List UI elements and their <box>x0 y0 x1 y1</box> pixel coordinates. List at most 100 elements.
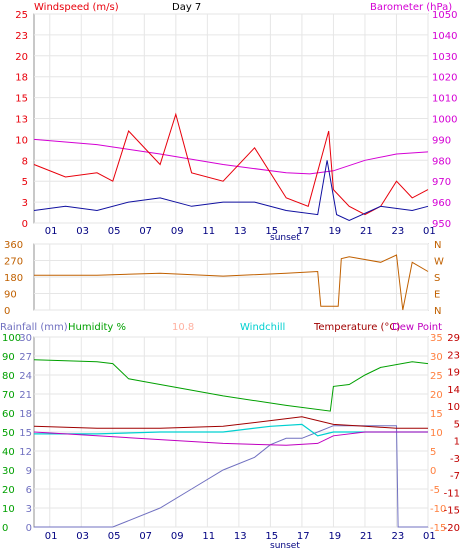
panel1-left-tick-label: 10 <box>15 135 28 146</box>
panel1-right-tick-label: 1050 <box>432 10 457 21</box>
panel3-rain-tick-label: 12 <box>19 447 32 458</box>
panel3-sunset-label: sunset <box>270 541 300 551</box>
panel3-temperature-tick-label: 20 <box>430 390 443 401</box>
panel1-left-tick-label: 0 <box>22 219 28 230</box>
panel3-humidity-ticks: 0 10 20 30 40 50 60 70 80 90 100 <box>2 333 21 534</box>
panel3-x-tick-label: 11 <box>202 531 215 542</box>
wind-direction-series <box>34 254 429 311</box>
panel1-left-tick-label: 20 <box>15 52 28 63</box>
panel3-legend-label: Temperature (°C) <box>313 322 400 333</box>
panel2-right-tick-label: N <box>434 240 441 251</box>
panel3-rain-tick-label: 30 <box>19 333 32 344</box>
panel3-rain-tick-label: 27 <box>19 352 32 363</box>
panel3-x-tick-label: 15 <box>265 531 278 542</box>
panel2-left-ticks: 360 270 180 90 0 <box>4 240 23 317</box>
panel3-humidity-tick-label: 80 <box>2 371 15 382</box>
panel3-dewpoint-ticks: -20 -15 -11 -7 -3 1 5 10 14 19 23 29 <box>444 333 460 534</box>
barometer-series <box>33 138 429 175</box>
panel2-left-tick-label: 360 <box>4 240 23 251</box>
panel3-dewpoint-tick-label: -15 <box>444 506 460 517</box>
panel3-x-tick-label: 03 <box>76 531 89 542</box>
panel1-left-tick-label: 13 <box>15 115 28 126</box>
panel1-x-tick-label: 11 <box>202 226 215 237</box>
panel3-humidity-tick-label: 70 <box>2 390 15 401</box>
panel3-rain-tick-label: 9 <box>26 466 32 477</box>
panel3-dewpoint-tick-label: 10 <box>447 402 460 413</box>
panel3-x-tick-label: 09 <box>171 531 184 542</box>
panel3-humidity-tick-label: 100 <box>2 333 21 344</box>
panel1-right-tick-label: 1040 <box>432 31 457 42</box>
panel1-left-tick-label: 25 <box>15 10 28 21</box>
panel1-sunset-label: sunset <box>270 233 300 243</box>
panel3-temperature-tick-label: 10 <box>430 428 443 439</box>
panel3-rain-tick-label: 21 <box>19 390 32 401</box>
panel3-x-tick-label: 23 <box>391 531 404 542</box>
panel3-temperature-tick-label: -10 <box>430 504 446 515</box>
panel3-x-tick-label: 13 <box>234 531 247 542</box>
panel3-rain-tick-label: 18 <box>19 409 32 420</box>
panel1-x-tick-label: 05 <box>108 226 121 237</box>
panel1-right-tick-label: 950 <box>432 219 451 230</box>
panel2-right-tick-label: E <box>434 290 440 301</box>
panel3-rain-tick-label: 6 <box>26 485 32 496</box>
panel3-legend-label: Humidity % <box>68 322 126 333</box>
panel1-x-ticks: 01 03 05 07 09 11 13 15 17 19 21 23 01 <box>45 226 436 237</box>
panel1-left-tick-label: 23 <box>15 31 28 42</box>
chart-title: Day 7 <box>172 2 201 13</box>
panel1-right-tick-label: 1020 <box>432 73 457 84</box>
panel1-right-tick-label: 980 <box>432 156 451 167</box>
panel3-legend-label: 10.8 <box>172 322 194 333</box>
panel3-temperature-tick-label: -15 <box>430 523 446 534</box>
panel3-legend-label: Windchill <box>240 322 285 333</box>
panel3-x-tick-label: 07 <box>139 531 152 542</box>
panel-temperature-humidity: 01 03 05 07 09 11 13 15 17 19 21 23 01 0102030405060… <box>0 322 460 551</box>
panel1-right-tick-label: 990 <box>432 135 451 146</box>
panel2-left-tick-label: 90 <box>4 290 17 301</box>
humidity-series <box>33 359 429 412</box>
panel1-left-tick-label: 15 <box>15 94 28 105</box>
panel1-x-tick-label: 17 <box>297 226 310 237</box>
panel1-left-tick-label: 18 <box>15 73 28 84</box>
panel3-legend-label: Rainfall (mm) <box>0 322 68 333</box>
panel3-humidity-tick-label: 90 <box>2 352 15 363</box>
windspeed-axis-label: Windspeed (m/s) <box>34 2 119 13</box>
panel3-temperature-tick-label: -5 <box>430 485 440 496</box>
panel1-x-tick-label: 01 <box>45 226 58 237</box>
panel3-humidity-tick-label: 60 <box>2 409 15 420</box>
panel3-x-tick-label: 01 <box>45 531 58 542</box>
panel3-temperature-tick-label: 5 <box>430 447 436 458</box>
panel3-rain-ticks: 0 3 6 9 12 15 18 21 24 27 30 <box>19 333 32 534</box>
panel1-right-tick-label: 970 <box>432 177 451 188</box>
panel1-left-ticks: 0 3 5 8 10 13 15 18 20 23 25 <box>15 10 28 230</box>
panel3-temperature-tick-label: 0 <box>430 466 436 477</box>
panel3-legend-label: Dew Point <box>392 322 442 333</box>
panel3-dewpoint-tick-label: -3 <box>450 454 460 465</box>
panel2-right-tick-label: S <box>434 273 440 284</box>
panel3-humidity-tick-label: 10 <box>2 504 15 515</box>
panel1-left-tick-label: 3 <box>22 198 28 209</box>
panel1-grid <box>34 13 429 224</box>
panel1-right-tick-label: 1000 <box>432 115 457 126</box>
windspeed-avg-series <box>33 160 429 222</box>
panel1-x-tick-label: 23 <box>391 226 404 237</box>
panel2-left-tick-label: 270 <box>4 257 23 268</box>
panel1-x-tick-label: 21 <box>360 226 373 237</box>
panel3-dewpoint-tick-label: -20 <box>444 523 460 534</box>
panel1-left-tick-label: 5 <box>22 177 28 188</box>
panel2-right-tick-label: W <box>434 257 444 268</box>
panel3-temperature-tick-label: 35 <box>430 333 443 344</box>
panel3-dewpoint-tick-label: 29 <box>447 333 460 344</box>
panel3-rain-tick-label: 0 <box>26 523 32 534</box>
temperature-series <box>33 416 428 429</box>
panel1-right-ticks: 950 960 970 980 990 1000 1010 1020 1030 1040 1050 <box>432 10 457 230</box>
panel3-x-tick-label: 21 <box>360 531 373 542</box>
panel2-left-tick-label: 0 <box>4 306 10 317</box>
panel3-x-tick-label: 17 <box>297 531 310 542</box>
panel2-left-tick-label: 180 <box>4 273 23 284</box>
barometer-axis-label: Barometer (hPa) <box>370 2 452 13</box>
panel3-rain-tick-label: 24 <box>19 371 32 382</box>
panel1-right-tick-label: 960 <box>432 198 451 209</box>
panel3-humidity-tick-label: 50 <box>2 428 15 439</box>
